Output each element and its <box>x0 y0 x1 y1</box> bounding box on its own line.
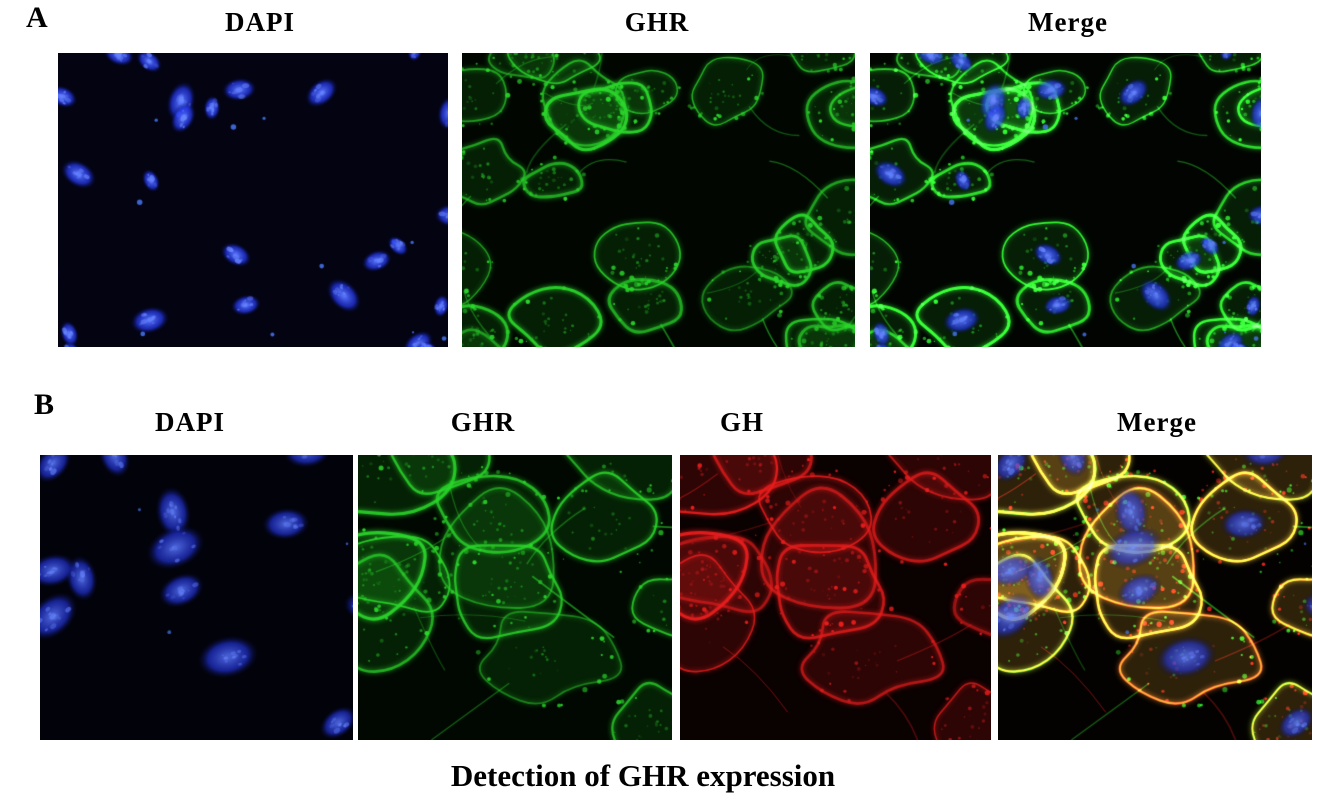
panel-b-title-gh: GH <box>719 407 765 437</box>
panel-b-title-ghr: GHR <box>450 407 516 437</box>
micrograph-b-merge <box>998 455 1312 740</box>
micrograph-b-dapi <box>40 455 353 740</box>
figure-caption: Detection of GHR expression <box>450 758 836 793</box>
panel-b-title-dapi: DAPI <box>155 407 225 437</box>
panel-a-title-ghr: GHR <box>624 7 690 37</box>
panel-a-title-dapi: DAPI <box>225 7 295 37</box>
micrograph-a-merge <box>870 53 1261 347</box>
micrograph-a-dapi <box>58 53 448 347</box>
panel-a-title-merge: Merge <box>1028 7 1108 37</box>
micrograph-b-ghr <box>358 455 672 740</box>
panel-b-label: B <box>34 388 55 421</box>
micrograph-a-ghr <box>462 53 855 347</box>
panel-b-title-merge: Merge <box>1117 407 1197 437</box>
micrograph-b-gh <box>680 455 991 740</box>
panel-a-label: A <box>26 1 48 34</box>
